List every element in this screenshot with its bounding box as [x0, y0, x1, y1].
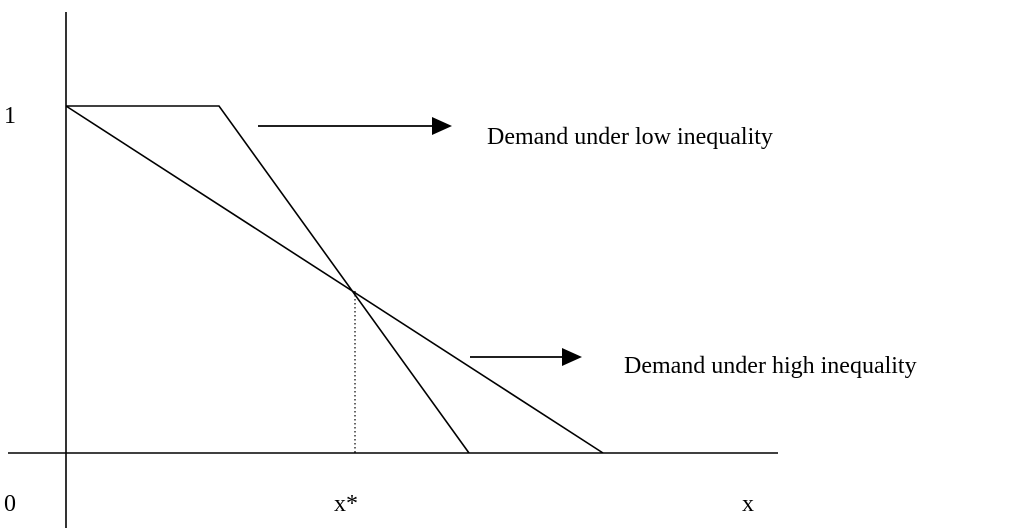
low-inequality-demand-curve	[66, 105, 470, 454]
high-inequality-demand-curve	[65, 105, 604, 454]
low-inequality-label: Demand under low inequality	[487, 124, 773, 150]
origin-label: 0	[4, 491, 16, 517]
intersection-x-label: x*	[334, 491, 358, 517]
low-inequality-arrow-icon	[258, 117, 452, 135]
y-tick-label-one: 1	[4, 103, 16, 129]
high-inequality-arrow-icon	[470, 348, 582, 366]
x-axis-label: x	[742, 491, 754, 517]
high-inequality-label: Demand under high inequality	[624, 353, 917, 379]
